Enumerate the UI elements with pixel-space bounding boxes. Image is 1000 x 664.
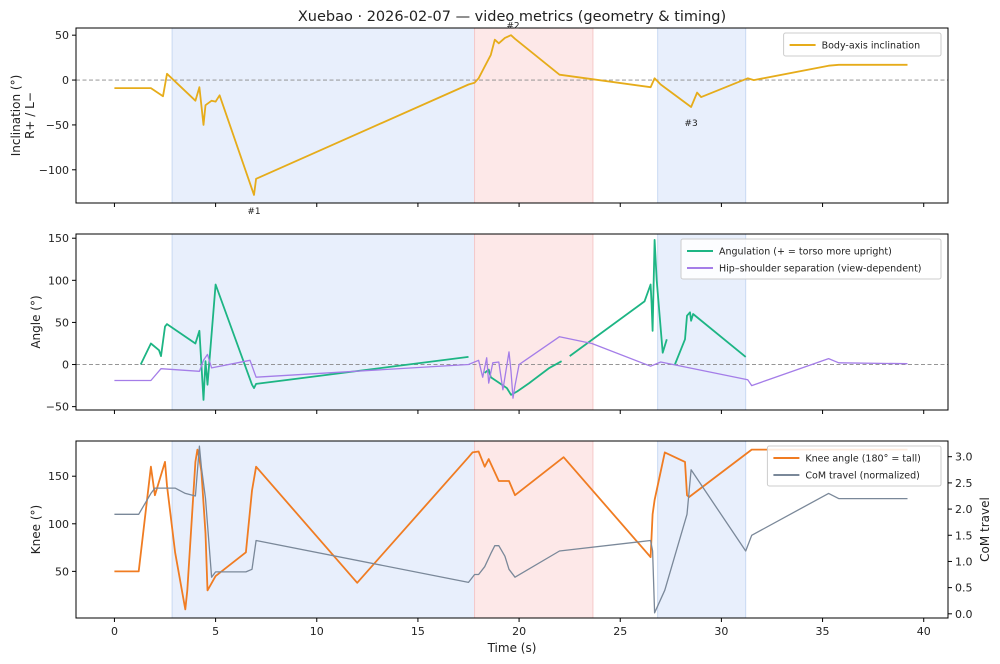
x-tick-label: 30: [714, 625, 728, 638]
y-axis-label: Angle (°): [29, 295, 43, 348]
annotation-label: #2: [506, 21, 519, 31]
y-tick-label: −50: [46, 119, 69, 132]
series-line-inclination: [114, 34, 908, 196]
series-line-angulation: [674, 311, 747, 365]
x-tick-label: 20: [512, 625, 526, 638]
legend-box: [766, 445, 942, 487]
y-axis-label: R+ / L−: [23, 92, 37, 139]
x-tick-label: 5: [212, 625, 219, 638]
series-line-angulation: [484, 360, 563, 396]
x-tick-label: 25: [613, 625, 627, 638]
y-tick-label: 50: [55, 316, 69, 329]
legend-box: [680, 238, 942, 280]
y-tick-label: 50: [55, 565, 69, 578]
shaded-region: [657, 441, 746, 618]
shaded-region: [172, 441, 475, 618]
x-tick-label: 40: [917, 625, 931, 638]
x-tick-label: 35: [816, 625, 830, 638]
series-line-com: [114, 445, 908, 614]
y2-tick-label: 1.0: [955, 555, 973, 568]
plot-frame: [75, 27, 949, 204]
y2-tick-label: 0.5: [955, 582, 973, 595]
y-tick-label: 0: [62, 359, 69, 372]
legend: Knee angle (180° = tall) CoM travel (norm…: [766, 445, 942, 487]
y2-tick-label: 2.0: [955, 503, 973, 516]
series-line-knee: [114, 448, 908, 611]
x-tick-label: 15: [411, 625, 425, 638]
x-axis-label: Time (s): [487, 641, 537, 655]
shaded-region: [172, 28, 475, 203]
y-tick-label: −100: [39, 164, 69, 177]
shaded-region: [474, 234, 593, 410]
legend-label: Knee angle (180° = tall): [805, 454, 920, 465]
x-tick-label: 0: [111, 625, 118, 638]
y-axis-label: Knee (°): [29, 505, 43, 554]
x-tick-label: 10: [310, 625, 324, 638]
series-line-separation: [114, 336, 908, 399]
panel-3: 0 5 10 15 20 25 30 35 40 150 100 50 Knee (°) 0.0 0.5 1.…: [29, 440, 992, 638]
chart-title: Xuebao · 2026-02-07 — video metrics (geo…: [298, 9, 726, 25]
legend-label: Body-axis inclination: [822, 41, 921, 52]
annotation-label: #3: [684, 119, 697, 129]
y-tick-label: 0: [62, 74, 69, 87]
shaded-region: [172, 234, 475, 410]
legend-label: Hip–shoulder separation (view-dependent): [719, 264, 922, 275]
legend: Body-axis inclination: [783, 32, 942, 57]
y-tick-label: 150: [48, 470, 69, 483]
legend-label: Angulation (+ = torso more upright): [719, 247, 892, 258]
y2-tick-label: 2.5: [955, 477, 973, 490]
legend-label: CoM travel (normalized): [805, 471, 919, 482]
y2-tick-label: 0.0: [955, 608, 973, 621]
annotation-label: #1: [247, 207, 260, 217]
y2-tick-label: 1.5: [955, 529, 973, 542]
y-tick-label: 150: [48, 232, 69, 245]
series-line-angulation: [569, 238, 668, 357]
y-tick-label: 50: [55, 29, 69, 42]
y-tick-label: −50: [46, 401, 69, 414]
plot-frame: [75, 440, 949, 619]
legend: Angulation (+ = torso more upright) Hip–s…: [680, 238, 942, 280]
panel-2: 150 100 50 0 −50 Angle (°) Angulation (+ = tor…: [29, 232, 949, 414]
panel-1: 50 0 −50 −100 Inclination (°) R+ / L− #1 #2 #3 Bo…: [9, 21, 949, 217]
y-tick-label: 100: [48, 518, 69, 531]
y-axis-label: Inclination (°): [9, 75, 23, 157]
shaded-region: [657, 28, 746, 203]
shaded-region: [474, 28, 593, 203]
legend-box: [783, 32, 942, 57]
y2-tick-label: 3.0: [955, 451, 973, 464]
y2-axis-label: CoM travel: [978, 497, 992, 562]
y-tick-label: 100: [48, 274, 69, 287]
